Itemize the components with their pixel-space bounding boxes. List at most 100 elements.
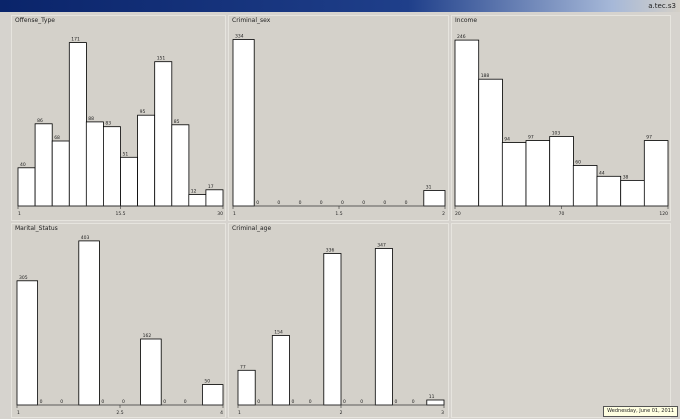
x-tick-label: 1 — [18, 211, 21, 217]
bar-value-label: 0 — [395, 399, 398, 405]
histogram-title: Marital_Status — [15, 225, 58, 232]
bar-value-label: 305 — [19, 275, 28, 281]
x-tick-label: 2.5 — [116, 410, 123, 416]
x-tick-label: 3 — [441, 410, 444, 416]
histogram-bar — [16, 280, 39, 406]
bar-value-label: 0 — [309, 399, 312, 405]
bar-value-label: 97 — [528, 135, 534, 141]
bar-value-label: 0 — [362, 200, 365, 206]
status-bar-date: Wednesday, June 01, 2011 — [603, 406, 678, 417]
histogram-bar — [478, 78, 503, 207]
histogram-bar — [525, 140, 551, 207]
window-title-bar: a.tec.s3 — [0, 0, 680, 12]
bar-value-label: 0 — [277, 200, 280, 206]
histogram-panel-income: Income 246 188 94 97 103 60 44 38 97 20 70 120 — [451, 15, 671, 221]
histogram-bar — [232, 39, 255, 207]
bar-value-label: 171 — [71, 37, 80, 43]
x-tick-label: 1 — [17, 410, 20, 416]
bar-value-label: 0 — [383, 200, 386, 206]
histogram-title: Criminal_sex — [232, 17, 271, 24]
bar-value-label: 51 — [123, 151, 129, 157]
histogram-bar — [572, 165, 598, 207]
bar-value-label: 103 — [552, 131, 561, 137]
bar-value-label: 44 — [599, 170, 605, 176]
bar-value-label: 334 — [235, 34, 244, 40]
histogram-bar — [374, 248, 393, 406]
histogram-bar — [596, 175, 622, 207]
bar-value-label: 60 — [575, 160, 581, 166]
bar-value-label: 50 — [204, 379, 210, 385]
bar-value-label: 0 — [341, 200, 344, 206]
bar-value-label: 0 — [40, 399, 43, 405]
histogram-bar — [271, 335, 290, 406]
bar-value-label: 0 — [405, 200, 408, 206]
histogram-title: Income — [455, 17, 478, 24]
bar-value-label: 0 — [184, 399, 187, 405]
histogram-bar — [171, 124, 190, 207]
histogram-panel-marital-status: Marital_Status 305 0 0 403 0 0 162 0 0 50 1 2.5 4 — [11, 223, 226, 418]
x-tick-label: 2 — [442, 211, 445, 217]
histogram-bar — [51, 140, 70, 207]
criminal-sex-histogram: 334 0 0 0 0 0 0 0 0 31 1 1.5 2 — [232, 34, 446, 217]
bar-value-label: 188 — [481, 73, 490, 79]
bar-value-label: 0 — [292, 399, 295, 405]
x-tick-label: 30 — [217, 211, 223, 217]
bar-value-label: 94 — [504, 137, 510, 143]
bar-value-label: 85 — [174, 119, 180, 125]
histogram-bar — [78, 240, 100, 406]
bar-value-label: 12 — [191, 189, 197, 195]
histogram-panel-criminal-age: Criminal_age 77 0 154 0 0 336 0 0 347 0 0 11 1 2 3 — [228, 223, 449, 418]
histogram-bar — [17, 167, 36, 207]
histogram-bar — [188, 194, 207, 207]
bar-value-label: 97 — [646, 135, 652, 141]
x-tick-label: 120 — [659, 211, 668, 217]
histogram-bar — [154, 61, 173, 207]
bar-value-label: 0 — [60, 399, 63, 405]
bar-value-label: 83 — [105, 121, 111, 127]
x-tick-label: 1 — [233, 211, 236, 217]
histogram-bar — [643, 140, 669, 207]
histogram-bar — [454, 39, 480, 207]
window-title-text: a.tec.s3 — [648, 2, 676, 10]
bar-value-label: 40 — [20, 162, 26, 168]
histogram-bar — [205, 189, 224, 207]
bar-value-label: 151 — [157, 56, 166, 62]
histogram-bar — [140, 338, 162, 406]
histogram-bar — [34, 123, 53, 207]
bar-value-label: 154 — [274, 330, 283, 336]
histogram-bar — [549, 136, 574, 207]
bar-value-label: 336 — [326, 248, 335, 254]
bar-value-label: 0 — [101, 399, 104, 405]
bar-value-label: 0 — [257, 399, 260, 405]
x-tick-label: 1 — [238, 410, 241, 416]
bar-value-label: 162 — [143, 333, 152, 339]
bar-value-label: 31 — [426, 185, 432, 191]
x-tick-label: 4 — [220, 410, 223, 416]
bar-value-label: 17 — [208, 184, 214, 190]
histogram-bar — [423, 190, 446, 207]
bar-value-label: 246 — [457, 34, 466, 40]
bar-value-label: 77 — [240, 364, 246, 370]
bar-value-label: 0 — [256, 200, 259, 206]
histogram-bar — [501, 142, 527, 207]
x-tick-label: 70 — [559, 211, 565, 217]
x-tick-label: 20 — [455, 211, 461, 217]
bar-value-label: 0 — [163, 399, 166, 405]
bar-value-label: 0 — [320, 200, 323, 206]
x-tick-label: 15.5 — [115, 211, 125, 217]
histogram-bar — [426, 399, 445, 406]
histogram-bar — [85, 121, 104, 207]
bar-value-label: 68 — [54, 135, 60, 141]
x-tick-label: 2 — [340, 410, 343, 416]
bar-value-label: 403 — [81, 235, 90, 241]
histogram-bar — [323, 253, 342, 406]
histogram-bar — [103, 126, 121, 207]
marital-status-histogram: 305 0 0 403 0 0 162 0 0 50 1 2.5 4 — [16, 235, 224, 416]
histogram-title: Criminal_age — [232, 225, 272, 232]
histogram-title: Offense_Type — [15, 17, 55, 24]
bar-value-label: 0 — [122, 399, 125, 405]
histogram-bar — [137, 114, 156, 207]
histogram-bar — [68, 42, 87, 207]
bar-value-label: 347 — [377, 243, 386, 249]
